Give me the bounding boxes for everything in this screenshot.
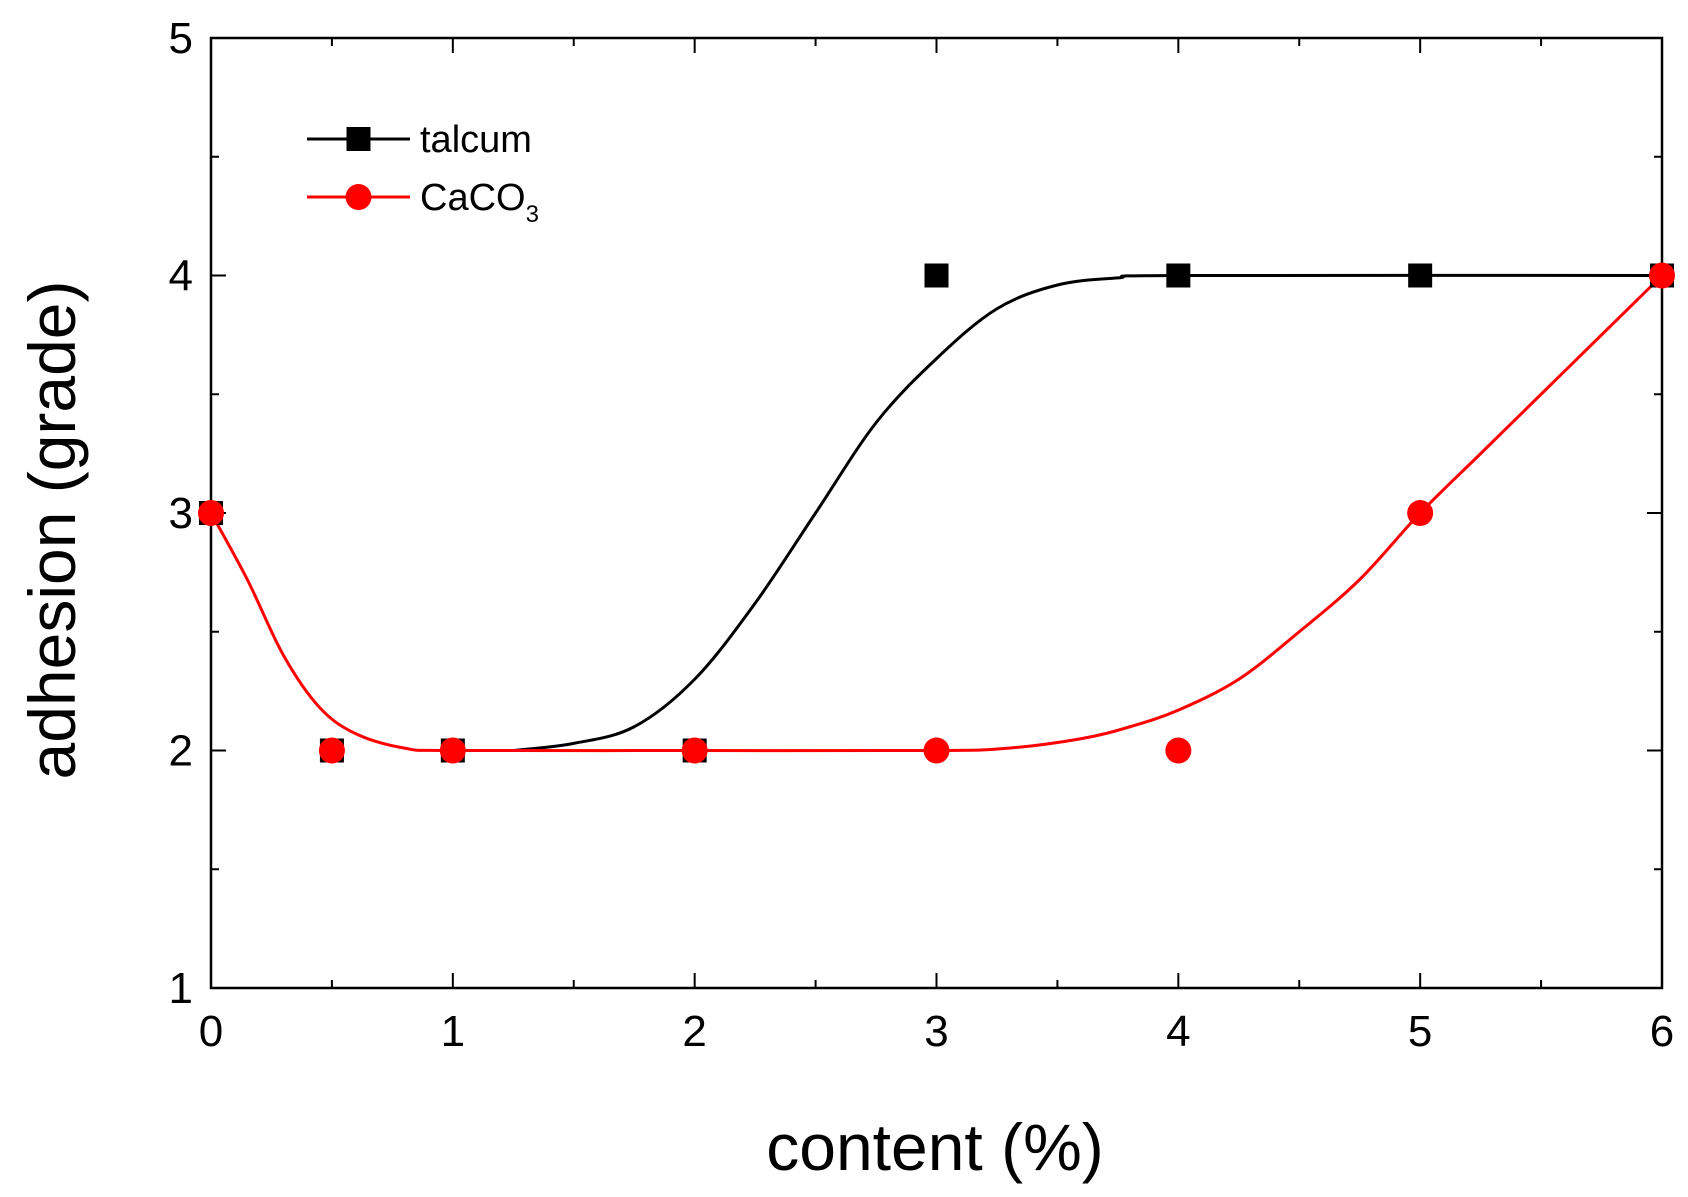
caco3-marker xyxy=(1649,262,1675,289)
fit-curves xyxy=(209,273,1664,753)
talcum-fit-line xyxy=(513,273,1663,752)
x-axis-title: content (%) xyxy=(766,1110,1103,1184)
x-tick-label: 0 xyxy=(199,1007,223,1056)
y-tick-label: 2 xyxy=(169,727,193,776)
legend-marker-caco3 xyxy=(345,184,372,210)
y-tick-label: 5 xyxy=(169,14,193,63)
y-tick-label: 3 xyxy=(169,489,193,538)
caco3-marker xyxy=(1407,500,1434,526)
caco3-marker xyxy=(923,737,950,764)
axis-ticks xyxy=(210,37,1663,989)
caco3-marker xyxy=(681,737,708,764)
x-tick-label: 4 xyxy=(1166,1007,1190,1056)
talcum-marker xyxy=(924,263,949,288)
data-markers xyxy=(198,262,1675,764)
legend-label-talcum: talcum xyxy=(420,119,532,161)
caco3-fit-line xyxy=(209,274,1664,753)
talcum-marker xyxy=(1166,263,1191,288)
caco3-marker xyxy=(1165,737,1192,764)
legend: talcum CaCO3 xyxy=(307,119,539,228)
talcum-marker xyxy=(1408,263,1433,288)
caco3-marker xyxy=(198,500,224,526)
x-tick-label: 3 xyxy=(924,1007,948,1056)
y-tick-label: 4 xyxy=(169,252,193,301)
x-tick-label: 6 xyxy=(1650,1007,1674,1056)
y-tick-label: 1 xyxy=(169,964,193,1013)
legend-marker-talcum xyxy=(346,127,371,151)
caco3-marker xyxy=(439,737,466,764)
legend-label-caco3: CaCO3 xyxy=(420,177,539,228)
x-tick-label: 5 xyxy=(1408,1007,1432,1056)
y-axis-title: adhesion (grade) xyxy=(15,281,89,780)
legend-subscript: 3 xyxy=(526,201,539,228)
x-tick-label: 2 xyxy=(682,1007,706,1056)
caco3-marker xyxy=(318,737,345,764)
x-tick-label: 1 xyxy=(441,1007,465,1056)
